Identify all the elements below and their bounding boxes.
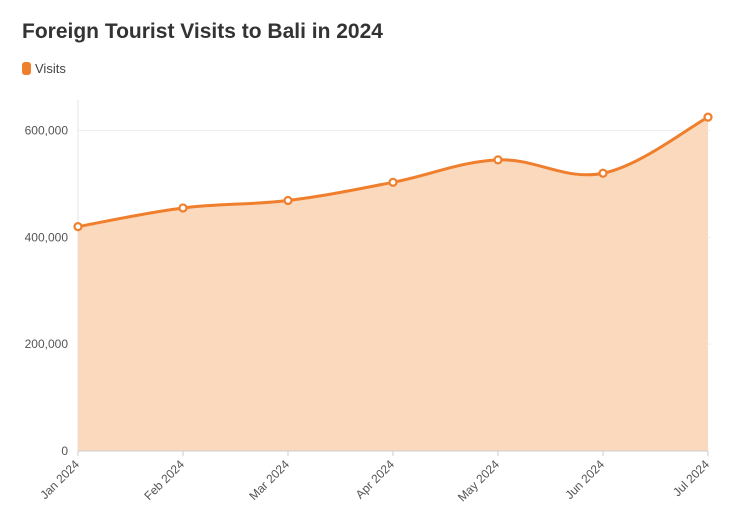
legend[interactable]: Visits: [22, 61, 66, 76]
area-fill: [78, 117, 708, 451]
x-tick-label: Apr 2024: [353, 457, 398, 502]
x-tick-label: Jan 2024: [37, 457, 82, 502]
data-point: [73, 222, 83, 232]
data-point: [283, 195, 293, 206]
y-tick-label: 0: [61, 444, 68, 458]
x-tick-label: Feb 2024: [141, 457, 187, 503]
legend-label: Visits: [35, 61, 66, 76]
y-tick-label: 200,000: [25, 337, 69, 351]
data-point: [598, 168, 608, 178]
y-tick-label: 600,000: [25, 124, 69, 138]
chart-title: Foreign Tourist Visits to Bali in 2024: [22, 20, 383, 43]
legend-swatch: [22, 62, 31, 75]
x-tick-label: Jul 2024: [670, 457, 712, 499]
data-point: [703, 112, 713, 122]
data-point: [388, 177, 398, 187]
y-tick-label: 400,000: [25, 230, 69, 244]
x-tick-label: Jun 2024: [562, 457, 607, 502]
x-tick-label: Mar 2024: [246, 457, 292, 503]
x-tick-label: May 2024: [455, 457, 502, 504]
data-point: [178, 203, 188, 213]
data-point: [493, 155, 503, 165]
